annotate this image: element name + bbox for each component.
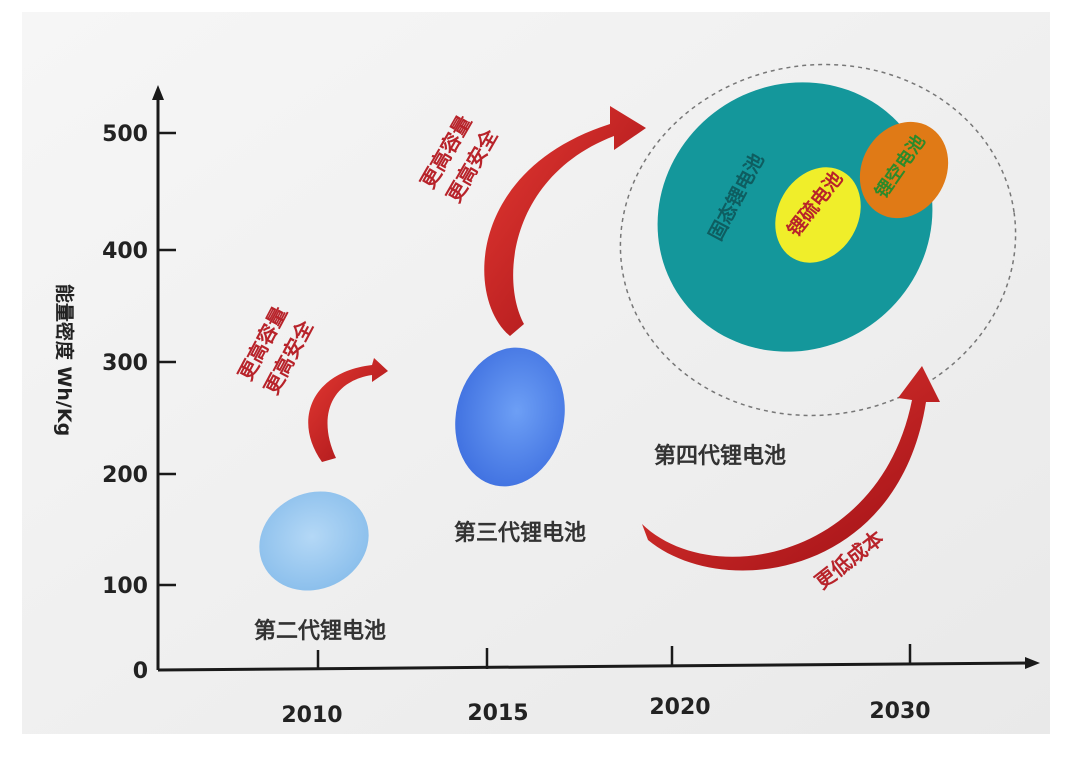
gen2-label: 第二代锂电池: [254, 618, 386, 644]
arrow-lower-cost: [642, 366, 940, 571]
gen4-label: 第四代锂电池: [654, 443, 786, 469]
y-axis-arrowhead: [152, 85, 164, 100]
arrow-gen3-to-gen4: [484, 106, 646, 336]
y-tick-label: 0: [133, 659, 148, 684]
x-tick-label: 2010: [281, 703, 342, 728]
gen4-outline: [619, 63, 1017, 417]
y-tick-label: 500: [102, 122, 148, 147]
gen3-label: 第三代锂电池: [454, 520, 586, 546]
lithium-sulfur-region: [775, 167, 861, 263]
axes: [152, 85, 1040, 672]
x-tick-label: 2015: [467, 701, 528, 726]
y-axis-label: 能量密度 Wh/Kg: [53, 284, 76, 436]
y-tick-label: 400: [102, 239, 148, 264]
x-axis-arrowhead: [1025, 657, 1040, 669]
arrow-gen2-to-gen3: [308, 358, 388, 462]
y-tick-label: 300: [102, 351, 148, 376]
gen3-region: [455, 347, 565, 487]
y-tick-label: 200: [102, 463, 148, 488]
x-tick-label: 2030: [869, 699, 930, 724]
lithium-air-region: [859, 121, 949, 219]
y-tick-label: 100: [102, 574, 148, 599]
x-tick-label: 2020: [649, 695, 710, 720]
gen2-region: [259, 491, 369, 591]
